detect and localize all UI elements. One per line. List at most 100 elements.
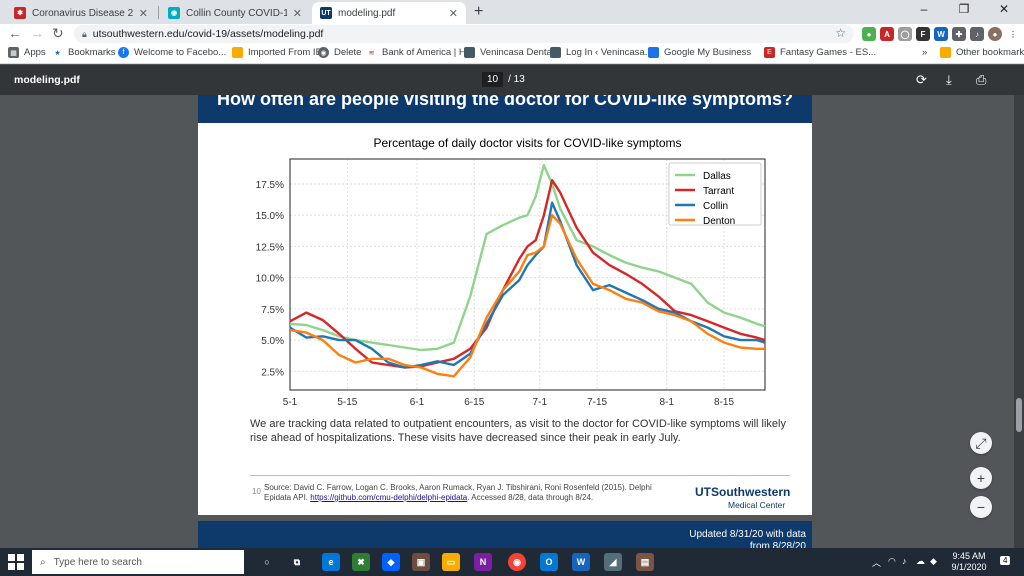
download-icon[interactable]: ⤓ xyxy=(946,72,952,87)
tray-chevron-icon[interactable]: ︿ xyxy=(872,558,882,568)
utsw-logo: UTSouthwestern xyxy=(695,485,791,499)
extension-icon[interactable]: ● xyxy=(862,27,876,41)
x-tick-label: 7-15 xyxy=(587,397,607,408)
close-icon[interactable]: ✕ xyxy=(138,7,148,20)
page-number-input[interactable]: 10 xyxy=(482,72,504,87)
clock[interactable]: 9:45 AM 9/1/2020 xyxy=(945,551,993,573)
forward-icon[interactable]: → xyxy=(30,25,44,41)
close-icon[interactable]: ✕ xyxy=(448,7,458,20)
browser-toolbar: ← → ↻ 🔒︎ utsouthwestern.edu/covid-19/ass… xyxy=(0,24,1024,44)
bookmark-google-my-business[interactable]: Google My Business xyxy=(648,47,751,58)
bookmark-delete[interactable]: ◉ Delete xyxy=(318,47,361,58)
new-tab-button[interactable]: + xyxy=(474,3,484,20)
restore-icon[interactable]: ❐ xyxy=(958,2,970,16)
espn-icon: E xyxy=(764,47,775,58)
site-icon xyxy=(464,47,475,58)
volume-icon[interactable]: ♪ xyxy=(902,556,907,566)
tab-strip: ✱ Coronavirus Disease 2019 (COVID ✕ ◉ Co… xyxy=(0,0,1024,24)
wifi-icon[interactable]: ◠ xyxy=(888,556,896,566)
y-tick-label: 17.5% xyxy=(256,180,284,191)
y-tick-label: 5.0% xyxy=(261,336,284,347)
divider xyxy=(250,475,790,476)
bookmark-star-icon[interactable]: ☆ xyxy=(835,26,846,40)
tab-coronavirus[interactable]: ✱ Coronavirus Disease 2019 (COVID ✕ xyxy=(6,2,156,24)
scrollbar-thumb[interactable] xyxy=(1016,398,1022,432)
onenote-icon[interactable]: N xyxy=(474,553,492,571)
dropbox-icon[interactable]: ◆ xyxy=(382,553,400,571)
cortana-icon[interactable]: ○ xyxy=(264,557,270,567)
x-tick-label: 8-1 xyxy=(659,397,674,408)
acrobat-icon[interactable]: A xyxy=(880,27,894,41)
extension-icon[interactable]: F xyxy=(916,27,930,41)
print-icon[interactable]: ⎙ xyxy=(976,72,987,87)
app-icon[interactable]: ◢ xyxy=(604,553,622,571)
scrollbar[interactable] xyxy=(1014,95,1024,548)
search-placeholder: Type here to search xyxy=(53,556,142,568)
notification-badge[interactable]: 4 xyxy=(1000,556,1011,565)
bookmark-facebook[interactable]: f Welcome to Facebo... xyxy=(118,47,226,58)
onedrive-icon[interactable]: ☁ xyxy=(916,556,925,566)
bookmark-imported-ie[interactable]: Imported From IE xyxy=(232,47,322,58)
other-bookmarks[interactable]: Other bookmarks xyxy=(940,47,1024,58)
bookmark-label: Google My Business xyxy=(664,47,752,58)
address-bar[interactable]: 🔒︎ utsouthwestern.edu/covid-19/assets/mo… xyxy=(74,25,854,43)
bookmark-login-venincasa[interactable]: Log In ‹ Venincasa... xyxy=(550,47,653,58)
tab-title: Collin County COVID-19 xyxy=(186,7,287,19)
bookmark-bookmarks[interactable]: ★ Bookmarks xyxy=(52,47,115,58)
rotate-icon[interactable]: ⟳ xyxy=(916,72,927,87)
bookmark-venincasa-dental[interactable]: Venincasa Dental xyxy=(464,47,554,58)
close-icon[interactable]: ✕ xyxy=(292,7,302,20)
pdf-toolbar: modeling.pdf 10 / 13 ⟳ ⤓ ⎙ xyxy=(0,65,1024,95)
xbox-icon[interactable]: ✖ xyxy=(352,553,370,571)
app-icon[interactable]: ▣ xyxy=(412,553,430,571)
pdf-page: How often are people visiting the doctor… xyxy=(198,95,812,515)
dropbox-tray-icon[interactable]: ◆ xyxy=(930,556,937,566)
back-icon[interactable]: ← xyxy=(8,25,22,41)
bookmark-apps[interactable]: ▦ Apps xyxy=(8,47,46,58)
app-icon[interactable]: ▤ xyxy=(636,553,654,571)
x-tick-label: 6-1 xyxy=(410,397,425,408)
window-close-icon[interactable]: ✕ xyxy=(998,2,1010,16)
y-tick-label: 15.0% xyxy=(256,211,284,222)
task-view-icon[interactable]: ⧉ xyxy=(293,556,301,567)
ut-favicon-icon: UT xyxy=(320,7,332,19)
search-icon: ⌕ xyxy=(40,556,46,568)
edge-icon[interactable]: e xyxy=(322,553,340,571)
utsw-logo-subtitle: Medical Center xyxy=(728,500,786,510)
puzzle-icon[interactable]: ✚ xyxy=(952,27,966,41)
fit-to-page-icon[interactable]: ⤢ xyxy=(970,432,992,454)
x-tick-label: 5-1 xyxy=(283,397,298,408)
tab-collin-county[interactable]: ◉ Collin County COVID-19 ✕ xyxy=(160,2,310,24)
extension-icon[interactable]: ◯ xyxy=(898,27,912,41)
taskbar-search[interactable]: ⌕ Type here to search xyxy=(32,550,244,574)
minimize-icon[interactable]: – xyxy=(920,2,928,16)
tab-modeling-pdf[interactable]: UT modeling.pdf ✕ xyxy=(312,2,466,24)
bookmark-fantasy-games[interactable]: E Fantasy Games - ES... xyxy=(764,47,876,58)
source-citation: Source: David C. Farrow, Logan C. Brooks… xyxy=(264,483,664,503)
reload-icon[interactable]: ↻ xyxy=(52,25,64,41)
media-icon[interactable]: ♪ xyxy=(970,27,984,41)
y-tick-label: 12.5% xyxy=(256,242,284,253)
cdc-favicon-icon: ✱ xyxy=(14,7,26,19)
chevron-icon: » xyxy=(922,47,928,58)
windows-start-icon[interactable] xyxy=(8,554,24,570)
avatar[interactable]: ● xyxy=(988,27,1002,41)
source-link[interactable]: https://github.com/cmu-delphi/delphi-epi… xyxy=(310,493,468,502)
bookmark-bank-of-america[interactable]: ≋ Bank of America | H... xyxy=(366,47,474,58)
file-explorer-icon[interactable]: ▭ xyxy=(442,553,460,571)
apps-grid-icon: ▦ xyxy=(8,47,19,58)
bookmark-label: Other bookmarks xyxy=(956,47,1024,58)
menu-icon[interactable]: ⋮ xyxy=(1009,29,1017,39)
word-icon[interactable]: W xyxy=(572,553,590,571)
bookmark-label: Fantasy Games - ES... xyxy=(780,47,877,58)
chrome-icon[interactable]: ◉ xyxy=(508,553,526,571)
zoom-in-button[interactable]: + xyxy=(970,467,992,489)
pdf-viewport[interactable]: How often are people visiting the doctor… xyxy=(0,95,1024,548)
lock-icon: 🔒︎ xyxy=(82,28,87,39)
chart: Percentage of daily doctor visits for CO… xyxy=(256,136,766,408)
outlook-icon[interactable]: O xyxy=(540,553,558,571)
extension-icon[interactable]: W xyxy=(934,27,948,41)
source-text: . Accessed 8/28, data through 8/24. xyxy=(467,493,594,502)
zoom-out-button[interactable]: − xyxy=(970,496,992,518)
bookmarks-overflow-button[interactable]: » xyxy=(922,47,927,58)
